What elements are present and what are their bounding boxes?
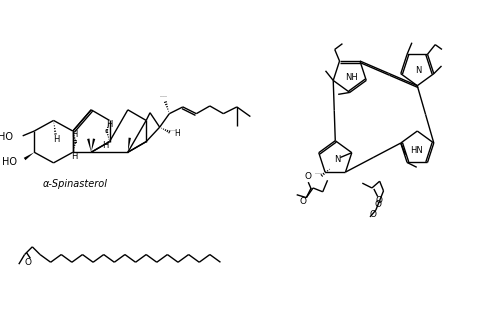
Text: HO: HO bbox=[2, 157, 17, 167]
Text: HO: HO bbox=[0, 132, 13, 142]
Text: α-Spinasterol: α-Spinasterol bbox=[42, 179, 107, 189]
Text: O: O bbox=[375, 196, 382, 205]
Text: N: N bbox=[334, 154, 340, 164]
Polygon shape bbox=[91, 138, 95, 152]
Text: HN: HN bbox=[410, 146, 423, 155]
Text: H: H bbox=[72, 152, 78, 161]
Text: O: O bbox=[300, 197, 307, 206]
Text: H: H bbox=[102, 141, 109, 150]
Text: O: O bbox=[370, 211, 376, 219]
Text: H: H bbox=[174, 130, 180, 138]
Text: ····: ···· bbox=[168, 129, 176, 134]
Text: H: H bbox=[53, 135, 60, 144]
Text: ····: ···· bbox=[314, 171, 322, 176]
Polygon shape bbox=[24, 152, 34, 160]
Text: O: O bbox=[305, 172, 312, 181]
Text: O: O bbox=[25, 258, 32, 267]
Text: NH: NH bbox=[345, 72, 358, 82]
Polygon shape bbox=[87, 138, 91, 152]
Text: N: N bbox=[415, 66, 421, 75]
Polygon shape bbox=[128, 137, 131, 152]
Text: H: H bbox=[72, 130, 78, 139]
Text: ····: ···· bbox=[159, 94, 168, 99]
Text: H: H bbox=[106, 120, 113, 129]
Text: O: O bbox=[374, 200, 381, 209]
